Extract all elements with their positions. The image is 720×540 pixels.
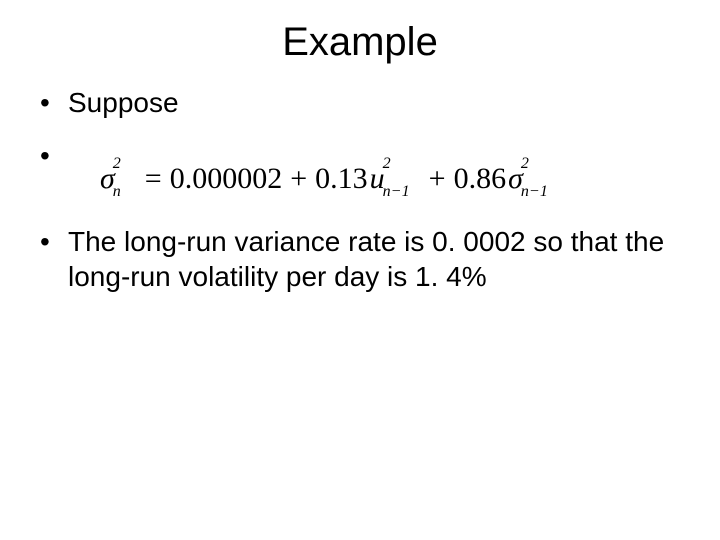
sigma2-sub-nm1: n−1 — [521, 184, 548, 200]
const-term: 0.000002 — [170, 160, 283, 198]
slide-body: Suppose σ 2 n = 0.000002 + 0.13 — [0, 75, 720, 294]
bullet-item-2: The long-run variance rate is 0. 0002 so… — [40, 224, 690, 294]
plus-1: + — [290, 160, 307, 198]
equals-sign: = — [145, 160, 162, 198]
sigma-sup: 2 — [113, 156, 121, 172]
equation-item: σ 2 n = 0.000002 + 0.13 u 2 — [40, 138, 690, 224]
bullet-item-1: Suppose — [40, 85, 690, 120]
garch-equation: σ 2 n = 0.000002 + 0.13 u 2 — [100, 160, 690, 198]
slide: Example Suppose σ 2 n = 0.000002 + — [0, 0, 720, 540]
u-nm1-squared: u 2 n−1 — [370, 164, 385, 194]
equation-container: σ 2 n = 0.000002 + 0.13 u 2 — [40, 138, 690, 224]
sigma-sub-n: n — [113, 184, 121, 200]
sigma-nm1-squared: σ 2 n−1 — [508, 164, 523, 194]
sigma-n-squared: σ 2 n — [100, 164, 115, 194]
sigma2-sup: 2 — [521, 156, 529, 172]
plus-2: + — [429, 160, 446, 198]
slide-title: Example — [0, 0, 720, 75]
beta1: 0.13 — [315, 160, 368, 198]
bullet-list: Suppose σ 2 n = 0.000002 + 0.13 — [40, 85, 690, 294]
u-sub-nm1: n−1 — [383, 184, 410, 200]
beta2: 0.86 — [454, 160, 507, 198]
u-sup: 2 — [383, 156, 391, 172]
